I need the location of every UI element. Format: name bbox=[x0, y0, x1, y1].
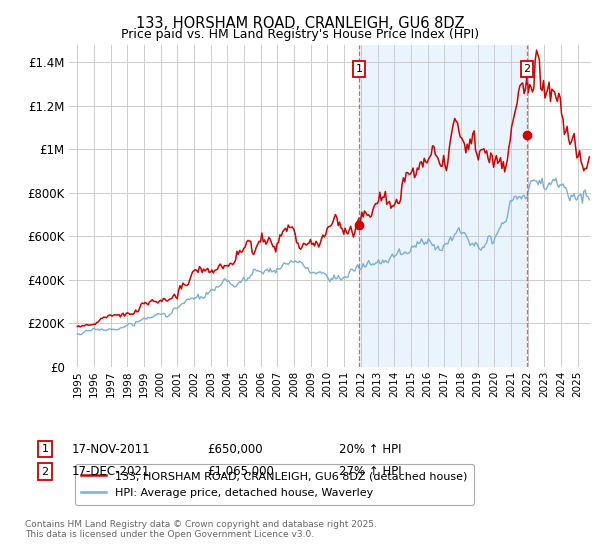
Text: Contains HM Land Registry data © Crown copyright and database right 2025.
This d: Contains HM Land Registry data © Crown c… bbox=[25, 520, 377, 539]
Text: 20% ↑ HPI: 20% ↑ HPI bbox=[339, 442, 401, 456]
Text: 27% ↑ HPI: 27% ↑ HPI bbox=[339, 465, 401, 478]
Text: 1: 1 bbox=[41, 444, 49, 454]
Text: Price paid vs. HM Land Registry's House Price Index (HPI): Price paid vs. HM Land Registry's House … bbox=[121, 28, 479, 41]
Text: 2: 2 bbox=[41, 466, 49, 477]
Text: 17-NOV-2011: 17-NOV-2011 bbox=[72, 442, 151, 456]
Bar bbox=[359, 45, 527, 367]
Text: 2: 2 bbox=[523, 64, 530, 74]
Legend: 133, HORSHAM ROAD, CRANLEIGH, GU6 8DZ (detached house), HPI: Average price, deta: 133, HORSHAM ROAD, CRANLEIGH, GU6 8DZ (d… bbox=[74, 464, 473, 505]
Text: £650,000: £650,000 bbox=[207, 442, 263, 456]
Text: 133, HORSHAM ROAD, CRANLEIGH, GU6 8DZ: 133, HORSHAM ROAD, CRANLEIGH, GU6 8DZ bbox=[136, 16, 464, 31]
Text: 17-DEC-2021: 17-DEC-2021 bbox=[72, 465, 151, 478]
Text: £1,065,000: £1,065,000 bbox=[207, 465, 274, 478]
Text: 1: 1 bbox=[355, 64, 362, 74]
